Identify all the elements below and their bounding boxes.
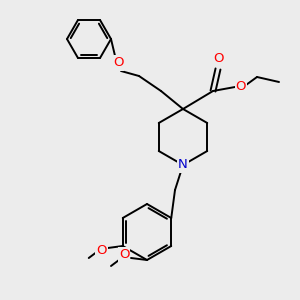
Text: O: O: [119, 248, 129, 262]
Text: O: O: [214, 52, 224, 65]
Text: O: O: [97, 244, 107, 257]
Text: N: N: [178, 158, 188, 172]
Text: O: O: [236, 80, 246, 92]
Text: O: O: [113, 56, 123, 70]
